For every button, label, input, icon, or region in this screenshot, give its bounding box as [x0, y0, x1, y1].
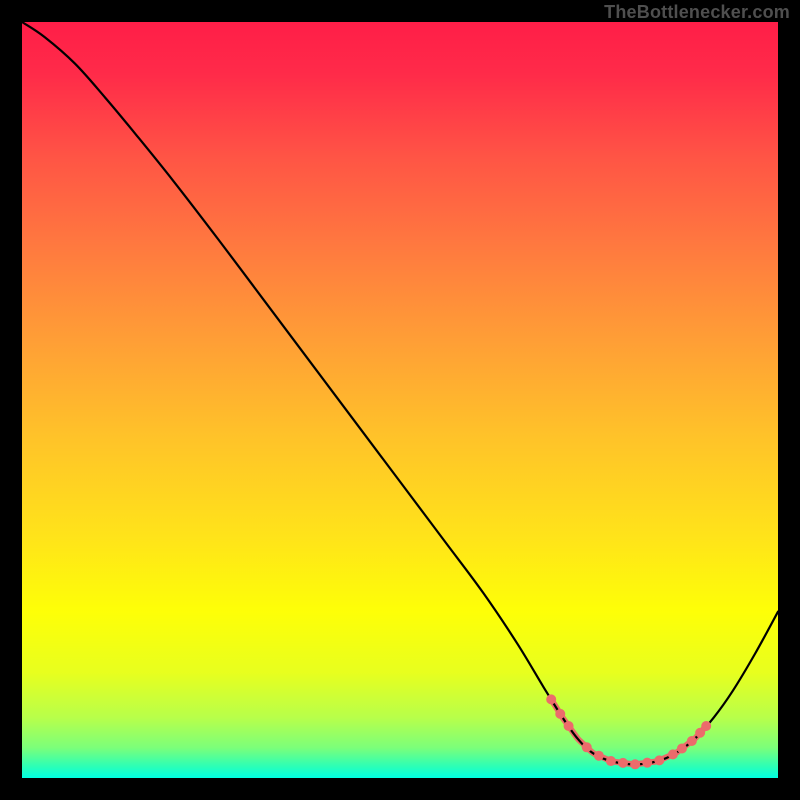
- bottleneck-curve: [22, 22, 778, 778]
- curve-path: [22, 22, 778, 764]
- highlight-marker: [582, 742, 592, 752]
- highlight-line: [551, 699, 706, 764]
- highlight-marker: [606, 756, 616, 766]
- highlight-marker: [687, 736, 697, 746]
- highlight-marker: [668, 749, 678, 759]
- chart-stage: TheBottlenecker.com: [0, 0, 800, 800]
- highlight-marker: [677, 743, 687, 753]
- highlight-marker: [564, 721, 574, 731]
- highlight-marker: [555, 709, 565, 719]
- highlight-marker: [642, 758, 652, 768]
- highlight-marker: [594, 751, 604, 761]
- highlight-marker: [618, 758, 628, 768]
- watermark-text: TheBottlenecker.com: [604, 2, 790, 23]
- highlight-marker: [654, 755, 664, 765]
- highlight-marker: [630, 759, 640, 769]
- highlight-marker: [546, 694, 556, 704]
- plot-area: [22, 22, 778, 778]
- highlight-band: [551, 699, 706, 764]
- highlight-marker: [701, 721, 711, 731]
